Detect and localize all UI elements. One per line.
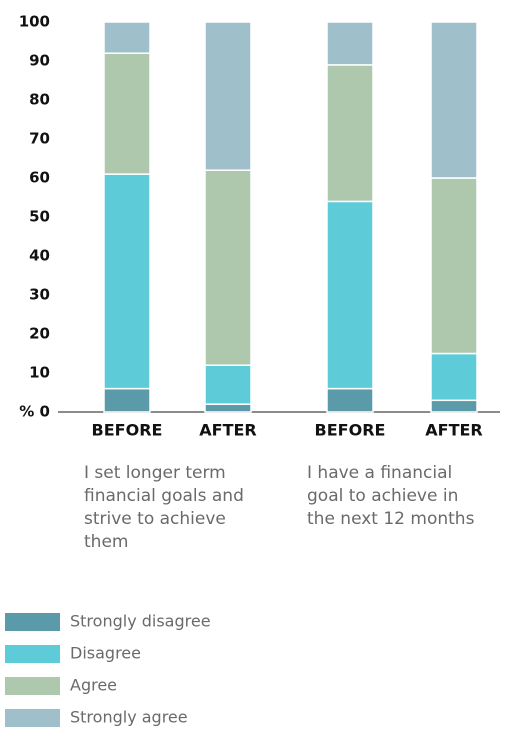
x-tick-label: BEFORE [92,421,163,440]
bar-segment [430,21,478,179]
legend-label: Strongly agree [70,708,188,727]
bar-segment [430,399,478,413]
x-tick-label: BEFORE [315,421,386,440]
bar-segment [326,200,374,390]
x-tick-label: AFTER [425,421,482,440]
bar-segment [103,173,151,390]
legend-label: Strongly disagree [70,612,211,631]
legend-swatch [5,709,60,727]
legend-label: Disagree [70,644,141,663]
legend-swatch [5,645,60,663]
x-tick-label: AFTER [199,421,256,440]
legend-label: Agree [70,676,117,695]
bar-segment [204,169,252,366]
bar-segment [430,352,478,402]
bar-segment [326,21,374,66]
bar-segment [326,387,374,413]
bar-segment [103,52,151,175]
bar-segment [103,21,151,54]
y-tick-label: 80 [29,91,50,109]
y-tick-label: 10 [29,364,50,382]
y-tick-label: 70 [29,130,50,148]
bar-segment [204,364,252,405]
bar-segment [326,64,374,203]
group-label: I set longer term financial goals and st… [84,463,244,552]
legend-swatch [5,677,60,695]
bar-segment [103,387,151,413]
y-tick-label: 30 [29,286,50,304]
bar-segment [204,403,252,413]
group-label: I have a financial goal to achieve in th… [307,463,475,529]
y-tick-label: 50 [29,208,50,226]
y-tick-label: 40 [29,247,50,265]
y-tick-label: 60 [29,169,50,187]
bar-segment [204,21,252,171]
legend-swatch [5,613,60,631]
y-tick-label: 100 [19,13,50,31]
bar-segment [430,177,478,355]
y-tick-label: 90 [29,52,50,70]
y-tick-label: 20 [29,325,50,343]
y-tick-label: % 0 [19,403,50,421]
